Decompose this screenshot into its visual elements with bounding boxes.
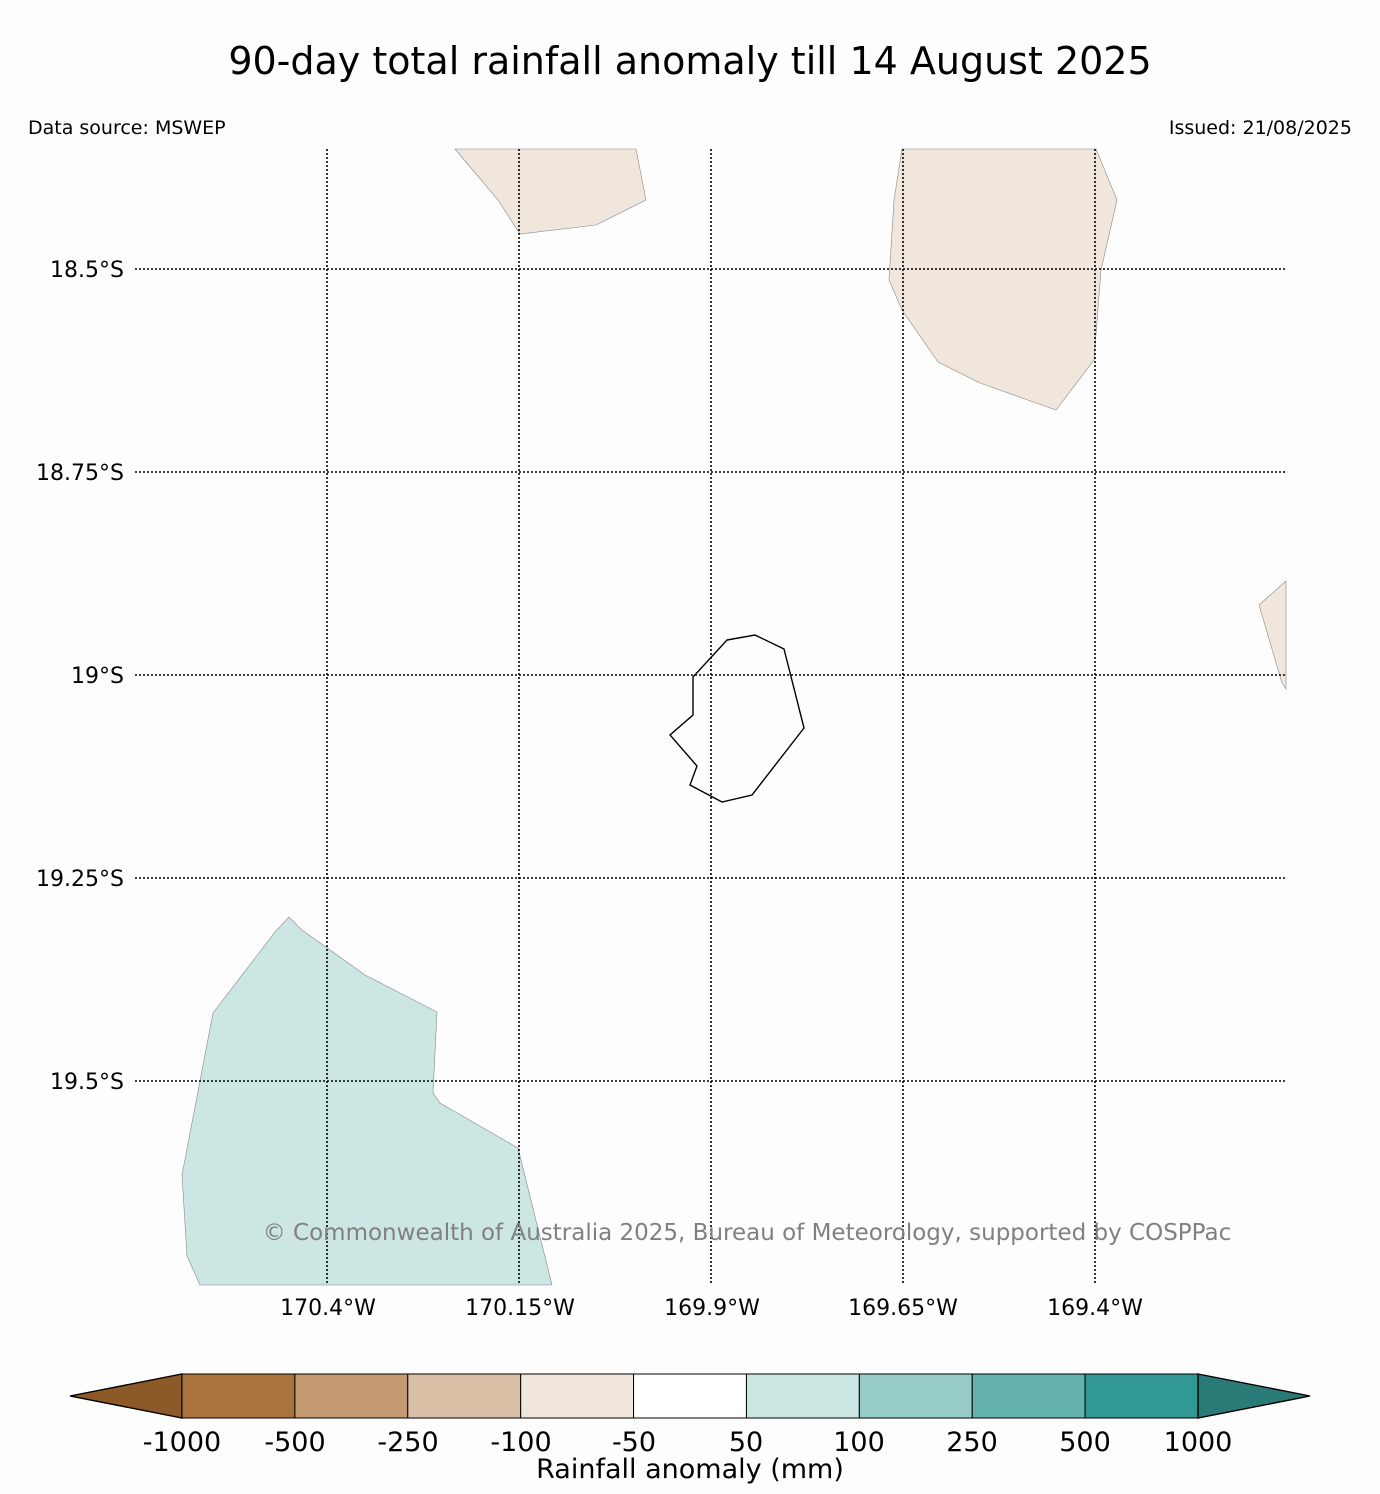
colorbar-tick-label: 50 xyxy=(729,1427,763,1458)
island-coastline xyxy=(669,634,805,803)
colorbar-tick-label: -50 xyxy=(612,1427,656,1458)
lon-label: 169.65°W xyxy=(848,1296,958,1321)
colorbar: -1000 -500 -250 -100 -50 50 100 250 500 … xyxy=(69,1373,1311,1458)
southwest-wet-patch xyxy=(181,916,553,1286)
lat-label: 18.5°S xyxy=(50,258,124,283)
copyright-notice: © Commonwealth of Australia 2025, Bureau… xyxy=(263,1220,1232,1246)
colorbar-title: Rainfall anomaly (mm) xyxy=(536,1454,844,1485)
data-source-label: Data source: MSWEP xyxy=(28,117,226,139)
colorbar-tick-label: -500 xyxy=(264,1427,325,1458)
colorbar-tick-label: -100 xyxy=(490,1427,551,1458)
colorbar-extend-low xyxy=(69,1373,183,1419)
colorbar-extend-high xyxy=(1197,1373,1311,1419)
lon-label: 169.4°W xyxy=(1047,1296,1143,1321)
north-dry-patch xyxy=(454,148,647,235)
colorbar-segment xyxy=(633,1373,747,1419)
colorbar-segments xyxy=(181,1373,1199,1419)
issued-date-label: Issued: 21/08/2025 xyxy=(1168,117,1352,139)
colorbar-segment xyxy=(971,1373,1086,1419)
longitude-gridlines xyxy=(326,149,1096,1285)
east-edge-dry-patch xyxy=(1258,580,1287,690)
colorbar-tick-label: -250 xyxy=(377,1427,438,1458)
lon-label: 170.4°W xyxy=(280,1296,376,1321)
lat-label: 18.75°S xyxy=(36,461,124,486)
colorbar-tick-label: 100 xyxy=(833,1427,885,1458)
colorbar-segment xyxy=(407,1373,522,1419)
colorbar-segment xyxy=(181,1373,296,1419)
map-title: 90-day total rainfall anomaly till 14 Au… xyxy=(228,39,1152,83)
colorbar-tick-label: 1000 xyxy=(1164,1427,1233,1458)
lat-label: 19.25°S xyxy=(36,867,124,892)
colorbar-tick-label: 500 xyxy=(1059,1427,1111,1458)
lon-label: 170.15°W xyxy=(465,1296,575,1321)
lat-label: 19°S xyxy=(71,664,124,689)
northeast-dry-patch xyxy=(888,148,1118,411)
colorbar-segment xyxy=(520,1373,635,1419)
colorbar-segment xyxy=(745,1373,860,1419)
colorbar-segment xyxy=(858,1373,973,1419)
colorbar-segment xyxy=(1084,1373,1199,1419)
colorbar-tick-label: 250 xyxy=(946,1427,998,1458)
lat-label: 19.5°S xyxy=(50,1070,124,1095)
colorbar-segment xyxy=(294,1373,409,1419)
colorbar-tick-label: -1000 xyxy=(143,1427,221,1458)
lon-label: 169.9°W xyxy=(664,1296,760,1321)
